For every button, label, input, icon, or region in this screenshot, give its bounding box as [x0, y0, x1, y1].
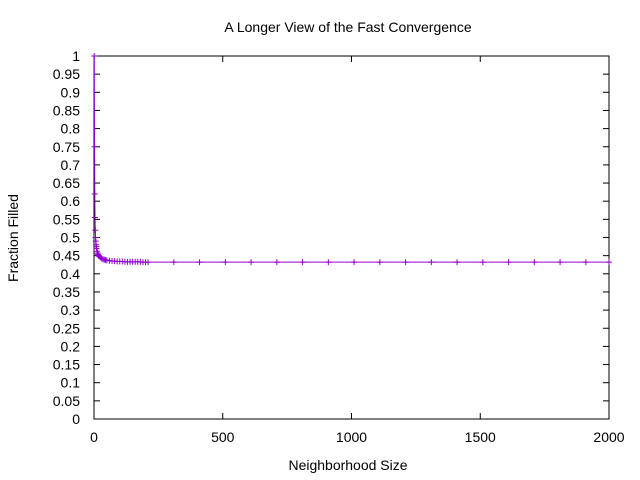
y-tick-label: 0.45 [53, 248, 80, 264]
data-point [428, 259, 435, 266]
y-tick-label: 0.1 [61, 375, 81, 391]
data-point [222, 259, 229, 266]
series-line [93, 55, 609, 263]
data-point [145, 259, 152, 266]
data-point [92, 214, 99, 221]
series-layer [91, 53, 612, 266]
y-tick-label: 0.15 [53, 357, 80, 373]
y-tick-label: 0.75 [53, 139, 80, 155]
data-point [170, 259, 177, 266]
data-point [325, 259, 332, 266]
chart-title: A Longer View of the Fast Convergence [224, 19, 471, 35]
data-point [94, 250, 101, 257]
data-point [93, 245, 100, 252]
y-tick-label: 0.65 [53, 175, 80, 191]
y-tick-label: 0.6 [61, 193, 81, 209]
y-tick-label: 0.55 [53, 211, 80, 227]
data-point [531, 259, 538, 266]
y-tick-label: 0 [72, 411, 80, 427]
data-point [582, 259, 589, 266]
data-point [299, 259, 306, 266]
data-point [454, 259, 461, 266]
data-point [376, 259, 383, 266]
data-point [91, 53, 98, 59]
data-point [196, 259, 203, 266]
data-point [91, 190, 98, 197]
x-axis-label: Neighborhood Size [288, 457, 407, 473]
data-point [92, 227, 99, 234]
y-tick-label: 0.4 [61, 266, 81, 282]
axis-tick-labels: 0 0.05 0.1 0.15 0.2 0.25 0.3 0.35 0.4 0.45 0.5 0.55… [53, 48, 625, 445]
y-tick-label: 0.85 [53, 102, 80, 118]
y-tick-label: 0.05 [53, 393, 80, 409]
y-tick-label: 0.3 [61, 302, 81, 318]
y-tick-label: 0.5 [61, 230, 81, 246]
data-point [98, 255, 105, 262]
x-tick-label: 1000 [336, 429, 367, 445]
data-point [479, 259, 486, 266]
y-tick-label: 0.25 [53, 320, 80, 336]
data-point [557, 259, 564, 266]
data-point [91, 143, 98, 150]
x-tick-label: 0 [90, 429, 98, 445]
data-point [505, 259, 512, 266]
data-point [273, 259, 280, 266]
data-point [351, 259, 358, 266]
y-axis-label: Fraction Filled [5, 194, 21, 282]
x-tick-label: 500 [211, 429, 235, 445]
y-tick-label: 0.95 [53, 66, 80, 82]
data-point [402, 259, 409, 266]
y-tick-label: 0.9 [61, 84, 81, 100]
axis-ticks [93, 55, 610, 420]
y-tick-label: 0.2 [61, 338, 81, 354]
data-point [248, 259, 255, 266]
x-tick-label: 2000 [593, 429, 624, 445]
plot-frame [93, 55, 610, 420]
x-tick-label: 1500 [465, 429, 496, 445]
y-tick-label: 0.8 [61, 121, 81, 137]
y-tick-label: 0.35 [53, 284, 80, 300]
data-point [606, 259, 612, 266]
y-tick-label: 1 [72, 48, 80, 64]
y-tick-label: 0.7 [61, 157, 81, 173]
